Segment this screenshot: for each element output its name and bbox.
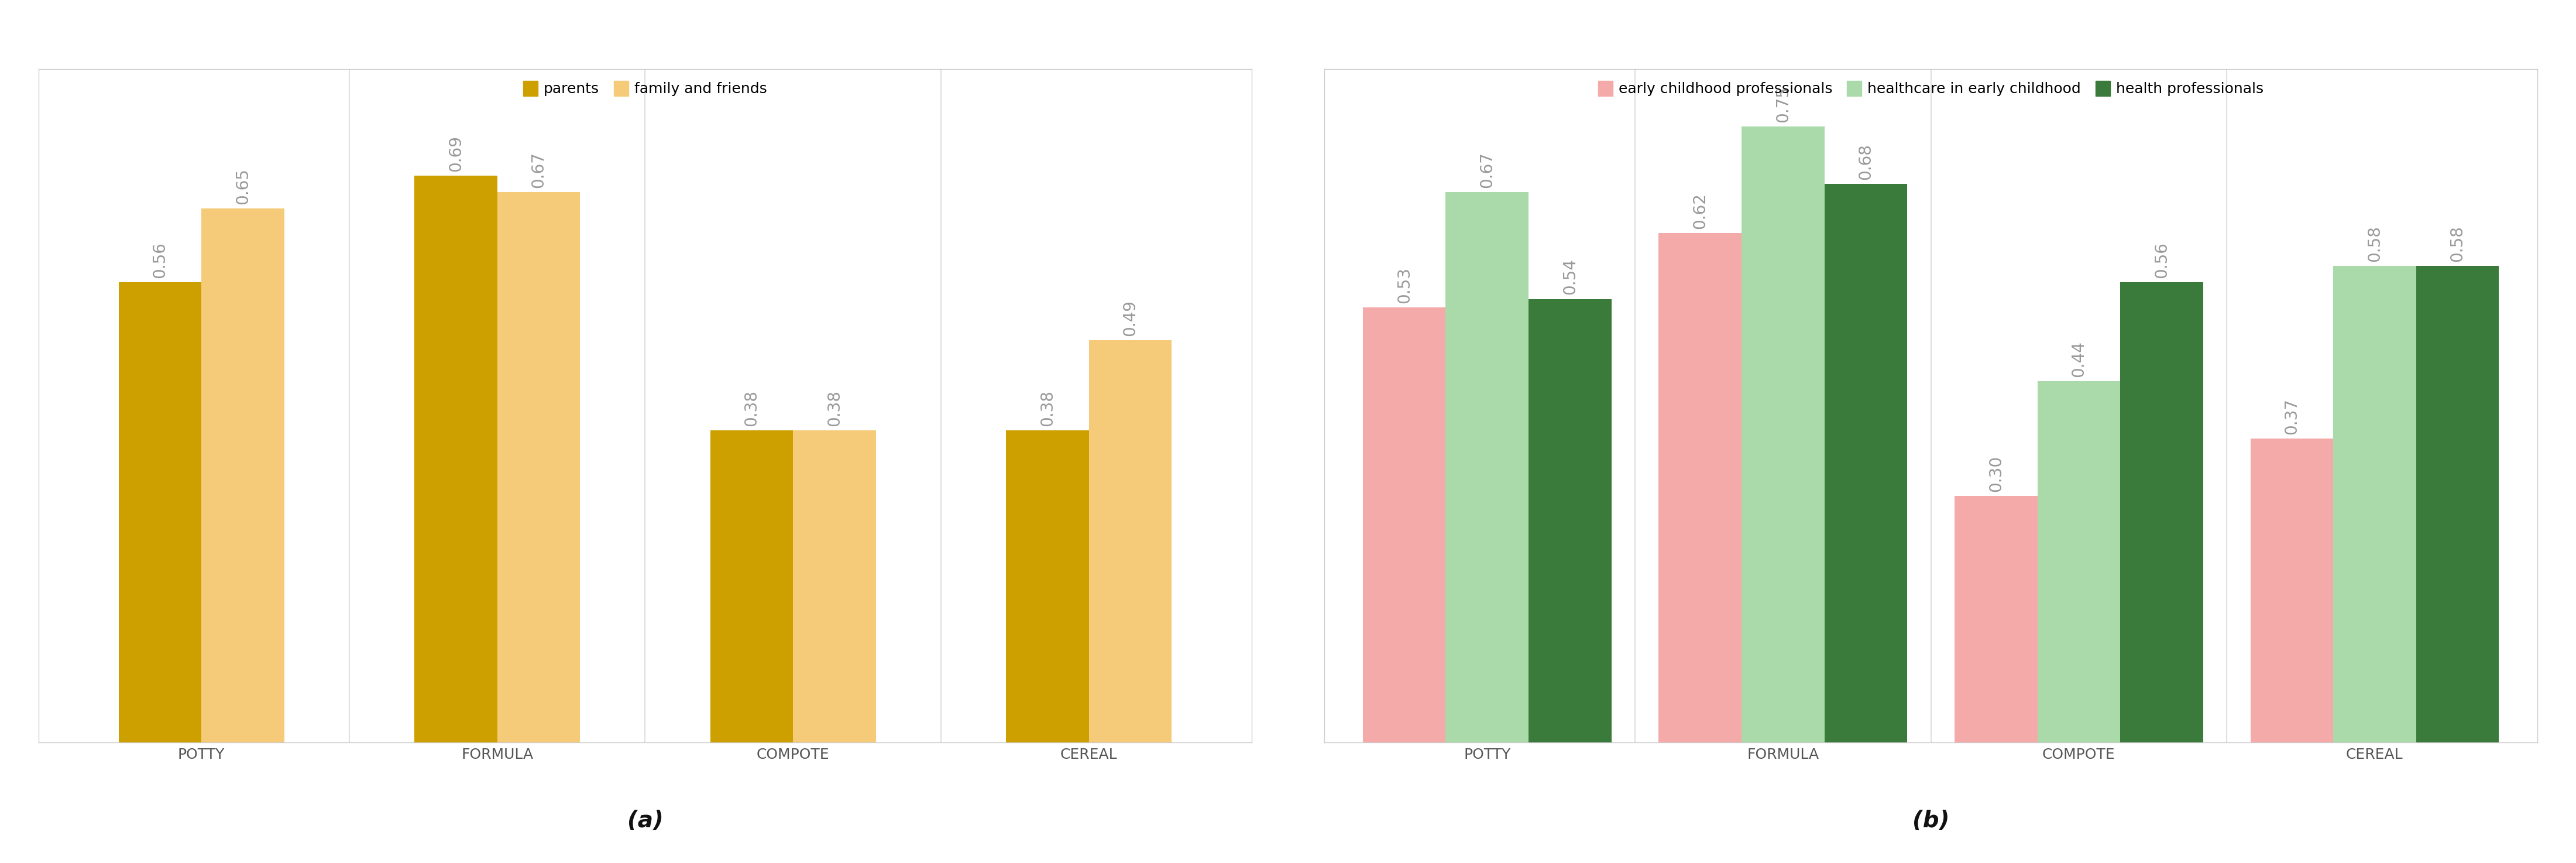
Text: 0.38: 0.38 [744,390,760,426]
Bar [2120,282,2202,742]
Text: 0.58: 0.58 [2450,226,2465,262]
Text: 0.67: 0.67 [531,152,546,188]
Text: 0.65: 0.65 [234,168,250,205]
Bar [711,431,793,742]
Bar [2334,266,2416,742]
Text: (b): (b) [1911,809,1950,832]
Bar [1007,431,1090,742]
Bar [2038,381,2120,742]
Bar [1090,340,1172,742]
Text: 0.37: 0.37 [2282,398,2300,434]
Bar [497,192,580,742]
Text: 0.67: 0.67 [1479,152,1494,188]
Bar [1363,307,1445,742]
Text: 0.44: 0.44 [2071,341,2087,377]
Text: 0.58: 0.58 [2367,226,2383,262]
Text: 0.54: 0.54 [1561,259,1579,295]
Text: (a): (a) [626,809,662,832]
Text: 0.68: 0.68 [1857,143,1873,180]
Legend: parents, family and friends: parents, family and friends [518,76,770,100]
Bar [2251,438,2334,742]
Bar [793,431,876,742]
Bar [1741,127,1824,742]
Bar [201,209,283,742]
Bar [1445,192,1528,742]
Text: 0.69: 0.69 [448,135,464,172]
Bar [1528,299,1613,742]
Text: 0.56: 0.56 [2154,243,2169,279]
Bar [1955,496,2038,742]
Text: 0.38: 0.38 [1038,390,1056,426]
Bar [1659,233,1741,742]
Text: 0.75: 0.75 [1775,86,1790,123]
Bar [415,176,497,742]
Bar [2416,266,2499,742]
Text: 0.30: 0.30 [1989,456,2004,492]
Text: 0.53: 0.53 [1396,267,1412,303]
Bar [1824,184,1906,742]
Text: 0.38: 0.38 [827,390,842,426]
Text: 0.62: 0.62 [1692,193,1708,229]
Text: 0.49: 0.49 [1123,299,1139,336]
Bar [118,282,201,742]
Legend: early childhood professionals, healthcare in early childhood, health professiona: early childhood professionals, healthcar… [1595,76,2267,100]
Text: 0.56: 0.56 [152,243,167,279]
